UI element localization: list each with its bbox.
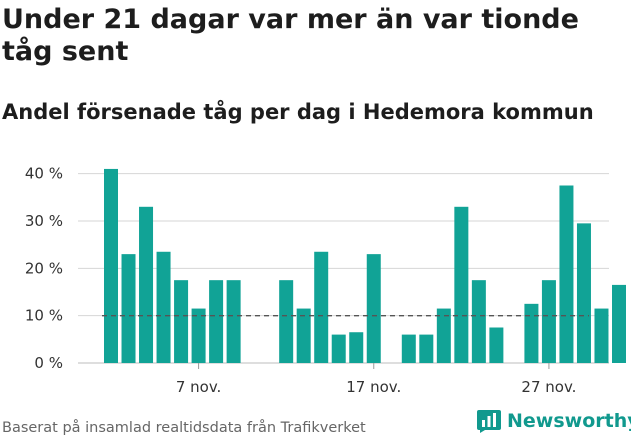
bar — [471, 280, 486, 363]
bar — [436, 308, 451, 363]
bar — [524, 303, 539, 363]
bar — [279, 280, 294, 363]
bar — [226, 280, 241, 363]
brand-name: Newsworthy — [507, 410, 631, 432]
bar — [139, 206, 154, 363]
bar — [576, 223, 591, 363]
bar — [156, 251, 171, 363]
bar-chart: 0 % 10 % 20 % 30 % 40 % 7 nov. 17 nov. 27 nov. — [25, 165, 626, 396]
x-tick-label: 27 nov. — [521, 378, 576, 396]
x-tick-label: 17 nov. — [346, 378, 401, 396]
brand-logo: Newsworthy — [476, 409, 631, 433]
bar — [331, 334, 346, 363]
source-note: Baserat på insamlad realtidsdata från Tr… — [2, 420, 366, 436]
bar — [174, 280, 189, 363]
bar — [191, 308, 206, 363]
bar — [454, 206, 469, 363]
bar — [401, 334, 416, 363]
bar — [594, 308, 609, 363]
y-tick-label: 40 % — [25, 165, 63, 183]
bar — [541, 280, 556, 363]
y-tick-label: 20 % — [25, 259, 63, 277]
bar — [121, 254, 136, 363]
y-tick-label: 0 % — [34, 354, 63, 372]
bar — [559, 185, 574, 363]
bar — [612, 284, 626, 363]
chart-title: Under 21 dagar var mer än var tionde tåg… — [2, 4, 579, 67]
y-tick-label: 10 % — [25, 307, 63, 325]
bar — [104, 168, 118, 363]
bar — [489, 327, 504, 363]
bar — [296, 308, 311, 363]
y-tick-label: 30 % — [25, 212, 63, 230]
x-tick-label: 7 nov. — [176, 378, 221, 396]
bar — [366, 254, 381, 363]
chart-subtitle: Andel försenade tåg per dag i Hedemora k… — [2, 100, 594, 124]
bar — [419, 334, 434, 363]
bar — [349, 332, 364, 363]
bar — [209, 280, 224, 363]
bar — [314, 251, 329, 363]
newsworthy-logo-icon — [477, 410, 501, 433]
